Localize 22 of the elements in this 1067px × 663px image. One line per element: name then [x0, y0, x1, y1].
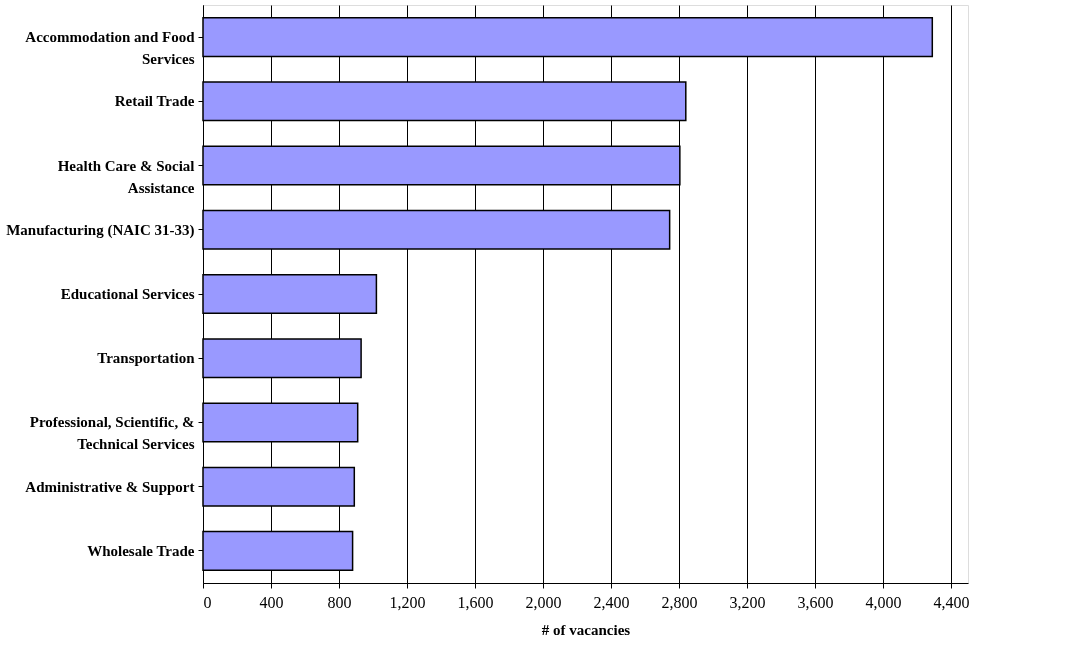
x-tick-label: 3,600: [797, 593, 834, 611]
x-tick-label: 4,000: [865, 593, 902, 611]
y-tick-label: Retail Trade: [114, 93, 195, 110]
x-tick-label: 1,200: [389, 593, 426, 611]
y-tick-label: Administrative & Support: [25, 478, 195, 495]
y-tick-label: Wholesale Trade: [87, 542, 195, 559]
y-tick-label: Health Care & Social Assistance: [57, 157, 195, 196]
x-tick-label: 400: [259, 593, 284, 611]
x-axis-title: # of vacancies: [541, 621, 631, 638]
x-tick-label: 1,600: [457, 593, 494, 611]
x-tick-label: 2,000: [525, 593, 562, 611]
x-tick-label: 3,200: [729, 593, 766, 611]
x-tick-label: 2,800: [661, 593, 698, 611]
x-tick-label: 4,400: [933, 593, 970, 611]
y-tick-label: Accommodation and Food Services: [25, 29, 196, 68]
y-tick-label: Professional, Scientific, & Technical Services: [29, 414, 195, 453]
x-tick-label: 800: [327, 593, 352, 611]
y-tick-label: Manufacturing (NAIC 31-33): [6, 221, 195, 239]
y-tick-label: Transportation: [97, 350, 196, 367]
y-tick-label: Educational Services: [60, 286, 195, 302]
x-tick-label: 2,400: [593, 593, 630, 611]
x-tick-label: 0: [203, 593, 212, 611]
